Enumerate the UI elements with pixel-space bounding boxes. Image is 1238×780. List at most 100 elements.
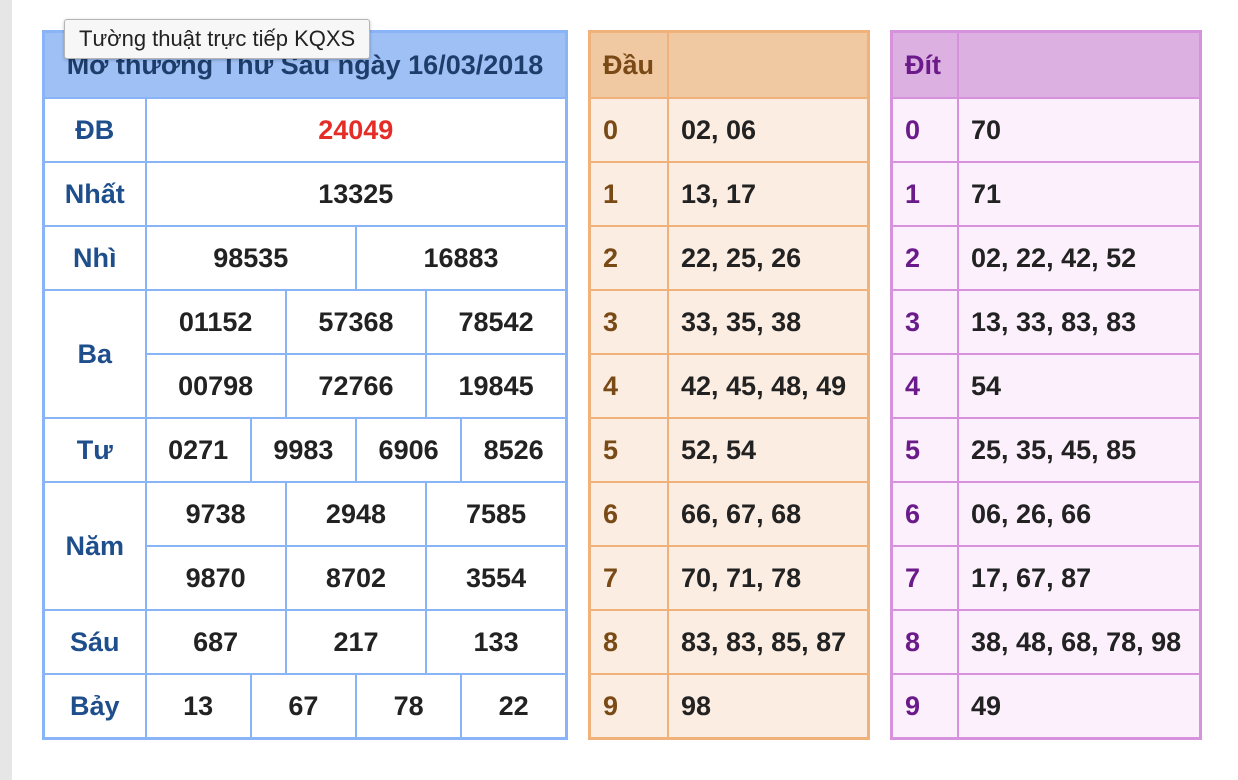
sixth-prize-number: 217 xyxy=(284,609,428,675)
prize-label-db: ĐB xyxy=(42,97,147,163)
dit-key: 3 xyxy=(890,289,959,355)
dau-table: Đầu 0 02, 06 1 13, 17 2 22, 25, 26 3 33, 35,… xyxy=(588,30,870,740)
dau-value: 42, 45, 48, 49 xyxy=(667,353,870,419)
prize-label-bay: Bảy xyxy=(42,673,147,740)
dau-value: 70, 71, 78 xyxy=(667,545,870,611)
prize-label-ba: Ba xyxy=(42,289,147,419)
sixth-prize-number: 133 xyxy=(425,609,568,675)
fourth-prize-number: 9983 xyxy=(249,417,357,483)
table-row: 0 70 xyxy=(890,97,1202,163)
second-prize-number: 98535 xyxy=(144,225,357,291)
dau-key: 0 xyxy=(588,97,669,163)
dit-value: 13, 33, 83, 83 xyxy=(957,289,1202,355)
live-results-tooltip: Tường thuật trực tiếp KQXS xyxy=(64,19,371,59)
dau-header-empty xyxy=(667,30,870,99)
page-left-strip xyxy=(0,0,12,780)
table-row: 6 66, 67, 68 xyxy=(588,481,870,547)
dit-header-empty xyxy=(957,30,1202,99)
dit-value: 06, 26, 66 xyxy=(957,481,1202,547)
dau-value: 22, 25, 26 xyxy=(667,225,870,291)
dit-key: 6 xyxy=(890,481,959,547)
third-prize-number: 78542 xyxy=(425,289,568,355)
dau-key: 1 xyxy=(588,161,669,227)
table-row: 1 13, 17 xyxy=(588,161,870,227)
prize-label-sau: Sáu xyxy=(42,609,147,675)
dit-value: 54 xyxy=(957,353,1202,419)
dit-header: Đít xyxy=(890,30,959,99)
dau-value: 02, 06 xyxy=(667,97,870,163)
dit-key: 2 xyxy=(890,225,959,291)
fourth-prize-number: 8526 xyxy=(460,417,568,483)
dau-key: 9 xyxy=(588,673,669,740)
third-prize-number: 19845 xyxy=(425,353,568,419)
third-prize-number: 57368 xyxy=(284,289,428,355)
dau-header: Đầu xyxy=(588,30,669,99)
dit-value: 71 xyxy=(957,161,1202,227)
table-row: 1 71 xyxy=(890,161,1202,227)
dau-value: 98 xyxy=(667,673,870,740)
dit-value: 17, 67, 87 xyxy=(957,545,1202,611)
table-row: 7 70, 71, 78 xyxy=(588,545,870,611)
dit-value: 38, 48, 68, 78, 98 xyxy=(957,609,1202,675)
dau-key: 6 xyxy=(588,481,669,547)
dit-key: 1 xyxy=(890,161,959,227)
dit-key: 4 xyxy=(890,353,959,419)
seventh-prize-number: 22 xyxy=(460,673,568,740)
table-row: 2 02, 22, 42, 52 xyxy=(890,225,1202,291)
table-row: 3 33, 35, 38 xyxy=(588,289,870,355)
table-row: 9 98 xyxy=(588,673,870,740)
fourth-prize-number: 6906 xyxy=(354,417,463,483)
dit-key: 9 xyxy=(890,673,959,740)
dau-value: 52, 54 xyxy=(667,417,870,483)
dit-key: 5 xyxy=(890,417,959,483)
dau-key: 7 xyxy=(588,545,669,611)
table-row: 9 49 xyxy=(890,673,1202,740)
dau-key: 4 xyxy=(588,353,669,419)
table-row: 2 22, 25, 26 xyxy=(588,225,870,291)
fifth-prize-number: 7585 xyxy=(425,481,568,547)
table-row: 0 02, 06 xyxy=(588,97,870,163)
table-row: 3 13, 33, 83, 83 xyxy=(890,289,1202,355)
table-row: 6 06, 26, 66 xyxy=(890,481,1202,547)
fifth-prize-number: 3554 xyxy=(425,545,568,611)
special-prize-number: 24049 xyxy=(144,97,568,163)
dit-value: 25, 35, 45, 85 xyxy=(957,417,1202,483)
prize-label-nhat: Nhất xyxy=(42,161,147,227)
dit-key: 8 xyxy=(890,609,959,675)
seventh-prize-number: 78 xyxy=(354,673,463,740)
third-prize-number: 72766 xyxy=(284,353,428,419)
lottery-results-table: Mở thưởng Thứ Sáu ngày 16/03/2018 ĐB 240… xyxy=(42,30,568,740)
dit-value: 02, 22, 42, 52 xyxy=(957,225,1202,291)
fifth-prize-number: 9870 xyxy=(144,545,287,611)
dau-value: 33, 35, 38 xyxy=(667,289,870,355)
dit-key: 0 xyxy=(890,97,959,163)
prize-label-tu: Tư xyxy=(42,417,147,483)
table-row: 5 52, 54 xyxy=(588,417,870,483)
dau-key: 5 xyxy=(588,417,669,483)
dit-value: 49 xyxy=(957,673,1202,740)
table-row: 5 25, 35, 45, 85 xyxy=(890,417,1202,483)
dau-value: 13, 17 xyxy=(667,161,870,227)
second-prize-number: 16883 xyxy=(354,225,568,291)
table-row: 8 83, 83, 85, 87 xyxy=(588,609,870,675)
table-row: 8 38, 48, 68, 78, 98 xyxy=(890,609,1202,675)
prize-label-nhi: Nhì xyxy=(42,225,147,291)
fourth-prize-number: 0271 xyxy=(144,417,252,483)
seventh-prize-number: 13 xyxy=(144,673,252,740)
third-prize-number: 01152 xyxy=(144,289,287,355)
dau-key: 2 xyxy=(588,225,669,291)
dau-value: 83, 83, 85, 87 xyxy=(667,609,870,675)
dau-key: 3 xyxy=(588,289,669,355)
dau-key: 8 xyxy=(588,609,669,675)
table-row: 4 42, 45, 48, 49 xyxy=(588,353,870,419)
fifth-prize-number: 8702 xyxy=(284,545,428,611)
fifth-prize-number: 9738 xyxy=(144,481,287,547)
prize-label-nam: Năm xyxy=(42,481,147,611)
dit-key: 7 xyxy=(890,545,959,611)
dit-table: Đít 0 70 1 71 2 02, 22, 42, 52 3 13, 33, 83,… xyxy=(890,30,1202,740)
table-row: 7 17, 67, 87 xyxy=(890,545,1202,611)
first-prize-number: 13325 xyxy=(144,161,568,227)
table-row: 4 54 xyxy=(890,353,1202,419)
dit-value: 70 xyxy=(957,97,1202,163)
seventh-prize-number: 67 xyxy=(249,673,357,740)
